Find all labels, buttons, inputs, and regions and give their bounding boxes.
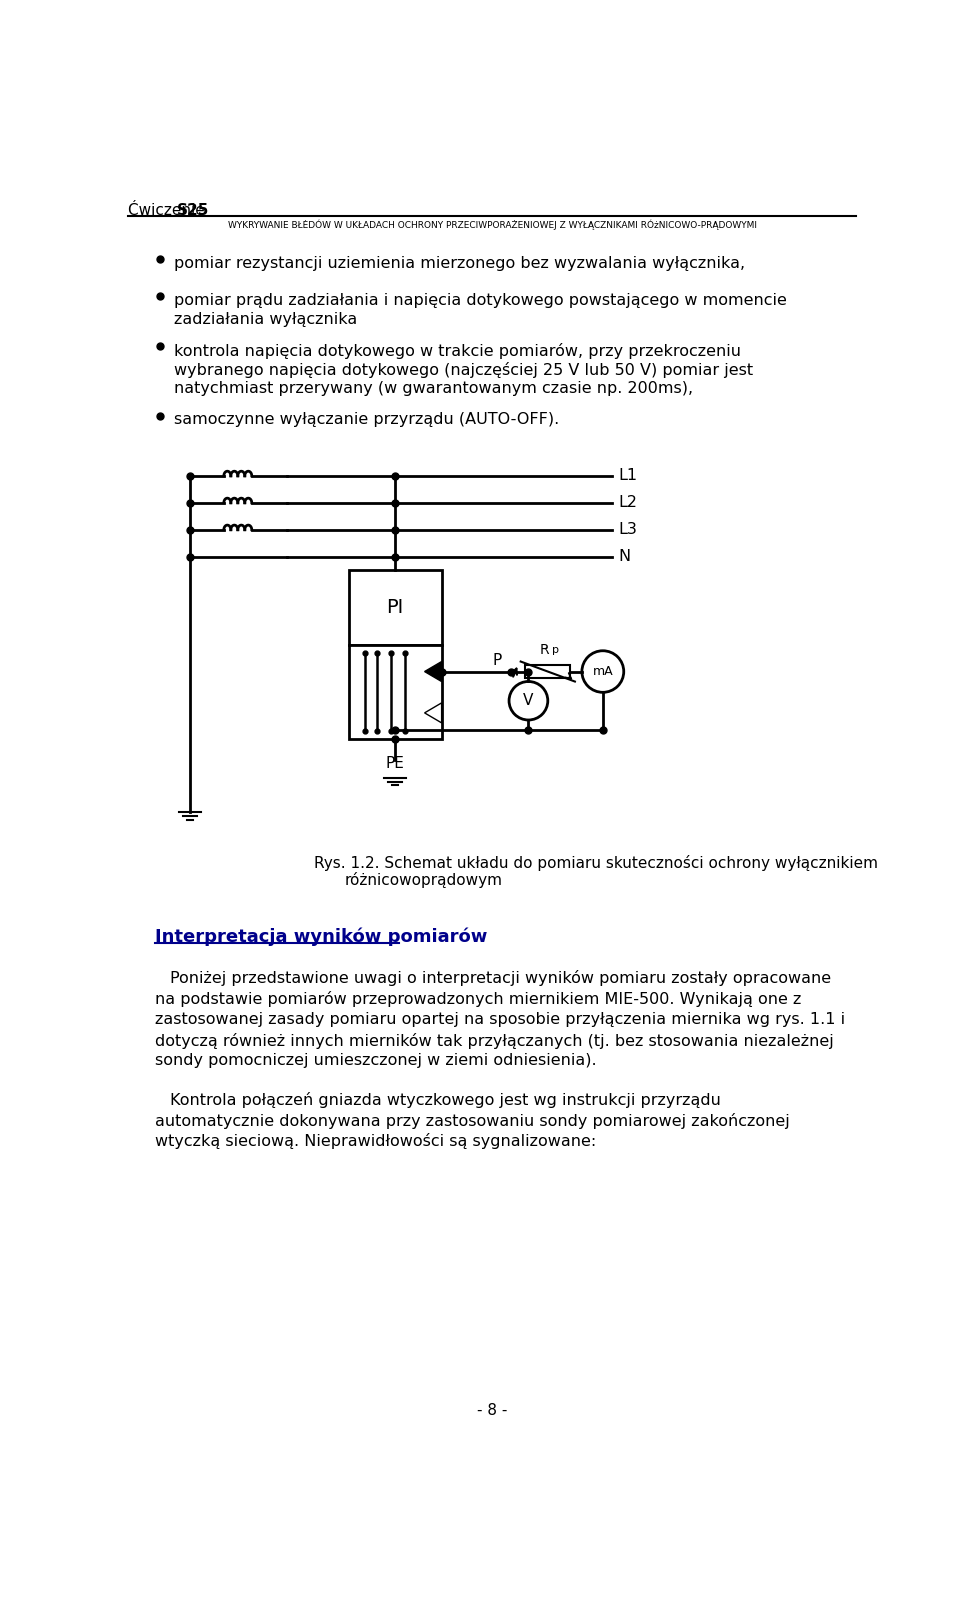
Text: pomiar rezystancji uziemienia mierzonego bez wyzwalania wyłącznika,: pomiar rezystancji uziemienia mierzonego… xyxy=(175,255,745,271)
Text: V: V xyxy=(523,693,534,709)
Text: - 8 -: - 8 - xyxy=(477,1404,507,1418)
Polygon shape xyxy=(424,703,442,723)
Bar xyxy=(348,645,442,739)
Text: automatycznie dokonywana przy zastosowaniu sondy pomiarowej zakończonej: automatycznie dokonywana przy zastosowan… xyxy=(155,1113,790,1129)
Circle shape xyxy=(582,651,624,693)
Text: Poniżej przedstawione uwagi o interpretacji wyników pomiaru zostały opracowane: Poniżej przedstawione uwagi o interpreta… xyxy=(170,970,831,986)
Text: L3: L3 xyxy=(618,523,637,537)
Text: kontrola napięcia dotykowego w trakcie pomiarów, przy przekroczeniu: kontrola napięcia dotykowego w trakcie p… xyxy=(175,343,741,359)
Text: mA: mA xyxy=(592,666,613,678)
Text: zastosowanej zasady pomiaru opartej na sposobie przyłączenia miernika wg rys. 1.: zastosowanej zasady pomiaru opartej na s… xyxy=(155,1012,845,1027)
Text: Rys. 1.2. Schemat układu do pomiaru skuteczności ochrony wyłącznikiem: Rys. 1.2. Schemat układu do pomiaru skut… xyxy=(314,855,877,871)
Text: wtyczką sieciową. Nieprawidłowości są sygnalizowane:: wtyczką sieciową. Nieprawidłowości są sy… xyxy=(155,1134,596,1150)
Polygon shape xyxy=(424,661,442,682)
Text: S25: S25 xyxy=(178,204,209,218)
Text: p: p xyxy=(552,645,559,654)
Text: samoczynne wyłączanie przyrządu (AUTO-OFF).: samoczynne wyłączanie przyrządu (AUTO-OF… xyxy=(175,412,560,427)
Text: L1: L1 xyxy=(618,468,637,483)
Bar xyxy=(525,664,570,678)
Text: sondy pomocniczej umieszczonej w ziemi odniesienia).: sondy pomocniczej umieszczonej w ziemi o… xyxy=(155,1054,596,1068)
Bar xyxy=(348,569,442,645)
Text: dotyczą również innych mierników tak przyłączanych (tj. bez stosowania niezależn: dotyczą również innych mierników tak prz… xyxy=(155,1033,833,1049)
Text: pomiar prądu zadziałania i napięcia dotykowego powstającego w momencie: pomiar prądu zadziałania i napięcia doty… xyxy=(175,292,787,308)
Text: PE: PE xyxy=(386,755,404,772)
Text: Ćwiczenie: Ćwiczenie xyxy=(128,204,209,218)
Text: zadziałania wyłącznika: zadziałania wyłącznika xyxy=(175,311,357,327)
Text: Interpretacja wyników pomiarów: Interpretacja wyników pomiarów xyxy=(155,927,488,946)
Text: WYKRYWANIE BŁĖDÓW W UKŁADACH OCHRONY PRZECIWPORAŻENIOWEJ Z WYŁĄCZNIKAMI RÓżNICOW: WYKRYWANIE BŁĖDÓW W UKŁADACH OCHRONY PRZ… xyxy=(228,220,756,229)
Text: wybranego napięcia dotykowego (najczęściej 25 V lub 50 V) pomiar jest: wybranego napięcia dotykowego (najczęści… xyxy=(175,363,754,379)
Text: PI: PI xyxy=(387,598,404,618)
Text: natychmiast przerywany (w gwarantowanym czasie np. 200ms),: natychmiast przerywany (w gwarantowanym … xyxy=(175,382,693,396)
Text: różnicowoprądowym: różnicowoprądowym xyxy=(345,871,503,887)
Circle shape xyxy=(509,682,548,720)
Text: P: P xyxy=(492,653,502,667)
Text: na podstawie pomiarów przeprowadzonych miernikiem MIE-500. Wynikają one z: na podstawie pomiarów przeprowadzonych m… xyxy=(155,991,802,1007)
Text: N: N xyxy=(618,549,631,565)
Text: R: R xyxy=(540,643,549,658)
Text: L2: L2 xyxy=(618,496,637,510)
Text: Kontrola połączeń gniazda wtyczkowego jest wg instrukcji przyrządu: Kontrola połączeń gniazda wtyczkowego je… xyxy=(170,1092,721,1108)
